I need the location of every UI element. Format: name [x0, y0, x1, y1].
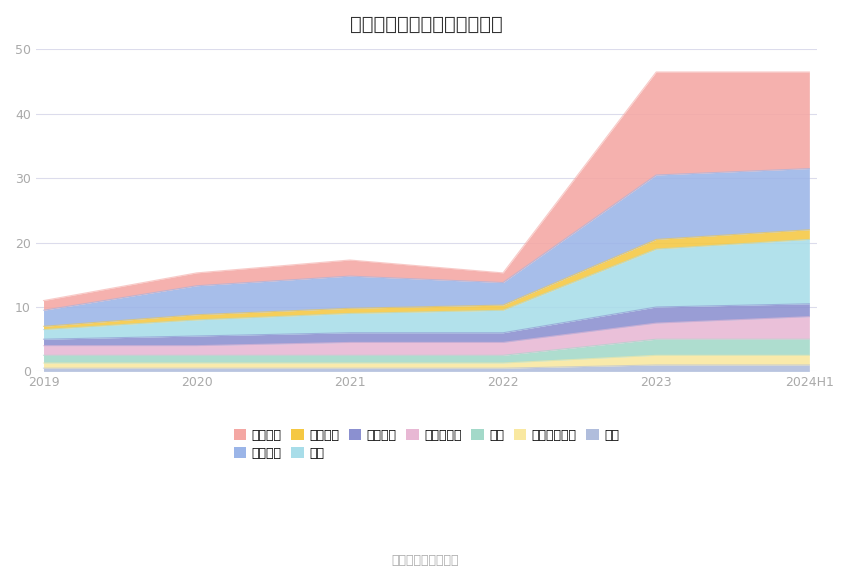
Title: 历年主要资产堆积图（亿元）: 历年主要资产堆积图（亿元）	[350, 15, 503, 34]
Text: 数据来源：恒生聚源: 数据来源：恒生聚源	[391, 554, 459, 566]
Legend: 货币资金, 应收账款, 预付款项, 存货, 固定资产, 使用权资产, 商誉, 长期待摊费用, 其它: 货币资金, 应收账款, 预付款项, 存货, 固定资产, 使用权资产, 商誉, 长…	[234, 429, 619, 460]
